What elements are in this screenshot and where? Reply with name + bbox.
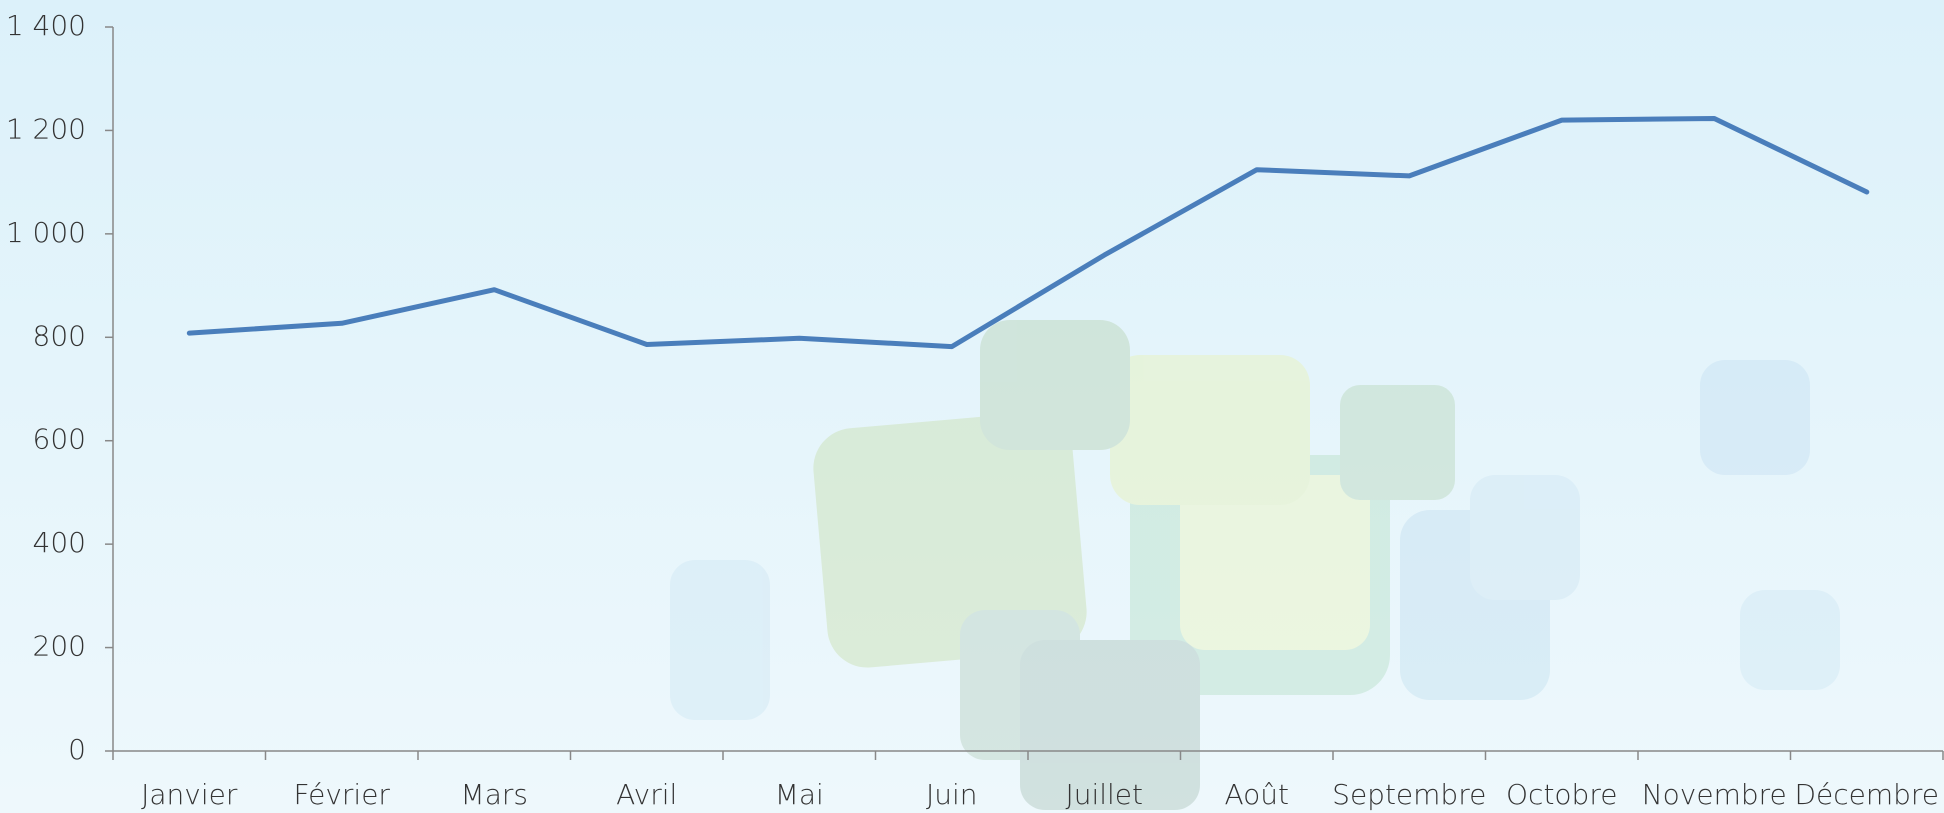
x-tick-label: Octobre bbox=[1506, 778, 1617, 811]
x-tick-label: Mars bbox=[461, 778, 528, 811]
y-tick-label: 0 bbox=[68, 733, 86, 766]
x-tick-label: Février bbox=[294, 778, 391, 811]
x-tick-label: Septembre bbox=[1332, 778, 1486, 811]
x-tick-label: Novembre bbox=[1642, 778, 1787, 811]
data-line bbox=[186, 116, 1870, 350]
x-tick-label: Mai bbox=[775, 778, 824, 811]
y-tick-label: 1 000 bbox=[6, 216, 86, 249]
y-tick-label: 800 bbox=[33, 319, 86, 352]
x-tick-label: Août bbox=[1224, 778, 1289, 811]
y-tick-label: 1 400 bbox=[6, 9, 86, 42]
y-tick-label: 400 bbox=[33, 526, 86, 559]
x-tick-label: Janvier bbox=[141, 778, 238, 811]
y-tick-label: 200 bbox=[33, 630, 86, 663]
x-tick-label: Juillet bbox=[1065, 778, 1143, 811]
y-tick-label: 600 bbox=[33, 423, 86, 456]
decoration bbox=[670, 320, 1840, 810]
x-tick-label: Avril bbox=[616, 778, 677, 811]
x-tick-label: Décembre bbox=[1794, 778, 1939, 811]
y-tick-label: 1 200 bbox=[6, 112, 86, 145]
x-tick-label: Juin bbox=[926, 778, 978, 811]
